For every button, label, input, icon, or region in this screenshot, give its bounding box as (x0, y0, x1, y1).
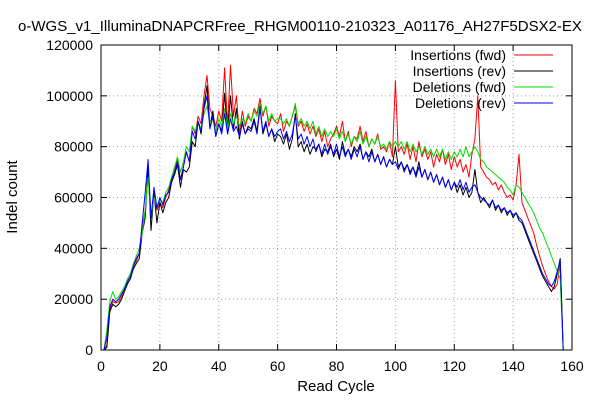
x-tick-label: 0 (97, 358, 105, 374)
legend-label-deletions-fwd: Deletions (fwd) (413, 79, 506, 95)
y-tick-label: 80000 (54, 139, 93, 155)
y-tick-label: 100000 (46, 88, 93, 104)
series-lines (103, 64, 564, 351)
legend-label-deletions-rev: Deletions (rev) (415, 95, 506, 111)
axis-ticks: 0 20 40 60 80 100 120 140 160 0 20000 40000 60000 800… (46, 37, 584, 374)
legend: Insertions (fwd)Insertions (rev)Deletion… (410, 47, 553, 111)
x-tick-label: 160 (560, 358, 584, 374)
y-axis-label: Indel count (4, 159, 21, 233)
y-tick-label: 0 (85, 342, 93, 358)
x-tick-label: 80 (329, 358, 345, 374)
x-tick-label: 20 (152, 358, 168, 374)
x-tick-label: 100 (384, 358, 408, 374)
x-tick-label: 60 (270, 358, 286, 374)
x-tick-label: 140 (501, 358, 525, 374)
series-line-deletions-rev (103, 95, 564, 351)
legend-label-insertions-rev: Insertions (rev) (413, 63, 506, 79)
x-tick-label: 40 (211, 358, 227, 374)
x-tick-label: 120 (443, 358, 467, 374)
y-tick-label: 40000 (54, 240, 93, 256)
y-tick-label: 60000 (54, 190, 93, 206)
series-line-deletions-fwd (103, 103, 564, 351)
x-axis-label: Read Cycle (297, 378, 375, 395)
y-tick-label: 20000 (54, 291, 93, 307)
chart-title: o-WGS_v1_IlluminaDNAPCRFree_RHGM00110-21… (18, 18, 582, 35)
y-tick-label: 120000 (46, 37, 93, 53)
legend-label-insertions-fwd: Insertions (fwd) (410, 47, 506, 63)
